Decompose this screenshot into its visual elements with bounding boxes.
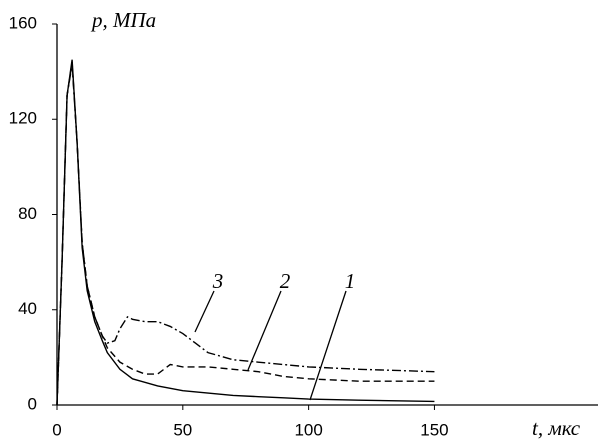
line-series	[56, 64, 435, 406]
y-tick-label: 120	[9, 109, 37, 128]
y-tick-label: 0	[28, 394, 37, 413]
leader-line	[247, 290, 282, 371]
x-tick-label: 100	[294, 420, 322, 439]
series-label: 1	[345, 269, 356, 293]
y-axis-label: p, МПа	[90, 8, 156, 32]
line-series	[56, 59, 435, 406]
leader-line	[194, 290, 215, 333]
leader-line	[309, 290, 347, 401]
x-tick-label: 150	[420, 420, 448, 439]
y-tick-label: 160	[9, 13, 37, 32]
x-tick-label: 0	[52, 420, 61, 439]
x-axis-label: t, мкс	[532, 416, 581, 440]
y-tick-label: 80	[18, 204, 37, 223]
line-series	[56, 61, 435, 406]
x-tick-label: 50	[173, 420, 192, 439]
series-label: 2	[280, 269, 291, 293]
y-tick-label: 40	[18, 299, 37, 318]
series-label: 3	[212, 269, 224, 293]
